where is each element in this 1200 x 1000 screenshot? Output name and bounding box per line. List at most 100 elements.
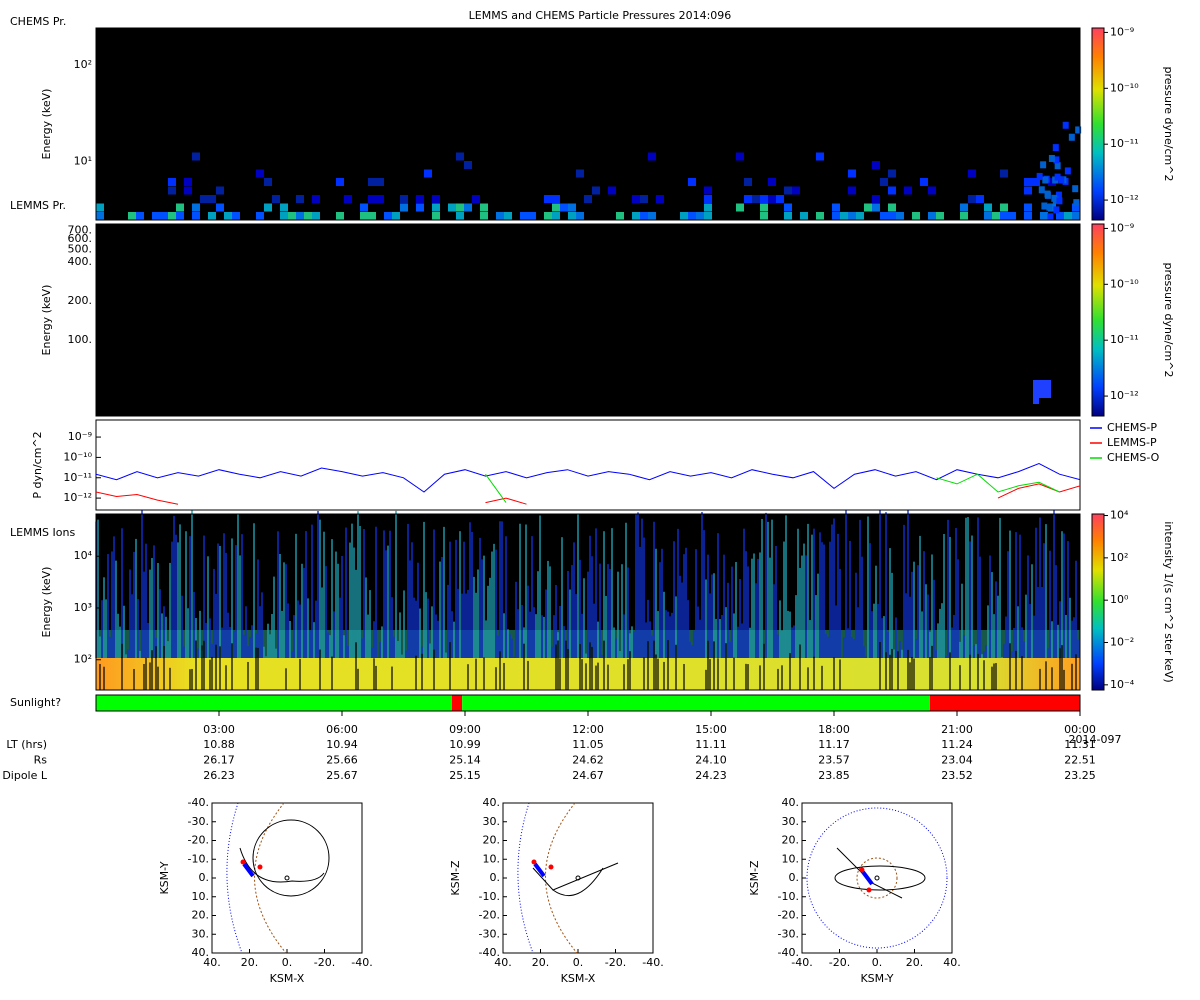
texture	[1008, 212, 1016, 220]
texture	[544, 212, 552, 220]
y-tick-label: 20.	[192, 909, 210, 922]
y-tick-label: -30.	[479, 927, 500, 940]
ephemeris-value: 11.31	[1064, 738, 1096, 751]
colorbar-tick-label: 10²	[1110, 551, 1128, 564]
texture	[904, 186, 912, 195]
texture	[1033, 398, 1039, 404]
x-tick-label: 18:00	[818, 723, 850, 736]
texture	[568, 212, 576, 220]
y-tick-label: 10³	[74, 601, 92, 614]
texture	[776, 195, 784, 203]
texture	[1045, 386, 1051, 392]
texture	[464, 203, 472, 212]
texture	[632, 212, 640, 220]
texture	[368, 178, 376, 186]
texture	[864, 203, 872, 212]
orbit-plot: 40. 20. 0. -20. -40. -40. -30. -20. -10. 0. 10. 20.…	[158, 796, 373, 985]
title: LEMMS and CHEMS Particle Pressures 2014:…	[469, 9, 732, 22]
ephemeris-label: Rs	[34, 754, 48, 767]
y-tick-label: 10.	[192, 890, 210, 903]
texture	[448, 203, 456, 212]
texture	[704, 186, 712, 195]
texture	[848, 212, 856, 220]
texture	[272, 195, 280, 203]
texture	[584, 195, 592, 203]
y-tick-label: -10.	[188, 852, 209, 865]
panel-label: CHEMS Pr.	[10, 15, 66, 28]
orbit	[239, 847, 325, 883]
texture	[1064, 167, 1071, 175]
x-axis-label: KSM-X	[270, 972, 305, 985]
colorbar-tick-label: 10⁻⁹	[1110, 221, 1134, 234]
bow-shock	[856, 857, 898, 899]
texture	[336, 178, 344, 186]
texture	[1056, 197, 1063, 205]
texture	[416, 195, 424, 203]
texture	[312, 212, 320, 220]
y-tick-label: 10²	[74, 58, 92, 71]
legend-label: LEMMS-P	[1107, 436, 1157, 449]
spacecraft-track	[861, 870, 874, 886]
texture	[576, 169, 584, 178]
sunlight-label: Sunlight?	[10, 696, 61, 709]
texture	[688, 212, 696, 220]
texture	[832, 203, 840, 212]
colorbar-label: intensity 1/(s cm^2 ster keV)	[1162, 521, 1175, 682]
texture	[1052, 196, 1059, 204]
y-tick-label: 10¹	[74, 155, 92, 168]
texture	[168, 186, 176, 195]
colorbar-tick-label: 10⁴	[1110, 509, 1129, 522]
texture	[184, 186, 192, 195]
magnetopause	[806, 807, 948, 949]
texture	[936, 212, 944, 220]
texture	[392, 212, 400, 220]
ephemeris-value: 24.10	[695, 754, 727, 767]
y-tick-label: -10.	[778, 890, 799, 903]
spacecraft-marker	[548, 864, 554, 870]
texture	[1072, 212, 1080, 220]
texture	[1042, 176, 1049, 184]
ephemeris-value: 26.23	[203, 769, 235, 782]
texture	[744, 195, 752, 203]
texture	[528, 212, 536, 220]
y-tick-label: 10⁻¹¹	[63, 471, 92, 484]
texture	[1046, 203, 1053, 211]
x-tick-label: 20.	[906, 956, 924, 969]
colorbar-label: pressure dyne/cm^2	[1162, 263, 1175, 378]
orbit	[252, 819, 330, 897]
ephemeris-value: 23.25	[1064, 769, 1096, 782]
texture	[832, 212, 840, 220]
texture	[432, 195, 440, 203]
y-tick-label: -20.	[188, 834, 209, 847]
texture	[696, 212, 704, 220]
texture	[616, 212, 624, 220]
series-line	[96, 462, 1080, 493]
texture	[1032, 178, 1040, 186]
texture	[176, 212, 184, 220]
texture	[456, 152, 464, 161]
orbit	[552, 867, 604, 897]
texture	[152, 212, 160, 220]
y-axis-label: P dyn/cm^2	[31, 431, 44, 498]
colorbar-label: pressure dyne/cm^2	[1162, 67, 1175, 182]
texture	[1053, 156, 1060, 164]
texture	[576, 212, 584, 220]
orbit-frame	[801, 802, 953, 954]
spacecraft-marker	[859, 867, 865, 873]
y-tick-label: 100.	[68, 333, 93, 346]
texture	[984, 203, 992, 212]
texture	[592, 186, 600, 195]
next-day-label: 2014-097	[1069, 733, 1122, 746]
texture	[216, 203, 224, 212]
texture	[688, 178, 696, 186]
spacecraft-marker	[866, 887, 872, 893]
texture	[784, 203, 792, 212]
y-tick-label: 400.	[68, 255, 93, 268]
ephemeris-value: 24.23	[695, 769, 727, 782]
y-axis-label: KSM-Z	[748, 860, 761, 896]
x-tick-label: 15:00	[695, 723, 727, 736]
y-tick-label: -30.	[778, 927, 799, 940]
texture	[128, 212, 136, 220]
y-tick-label: 0.	[199, 871, 210, 884]
